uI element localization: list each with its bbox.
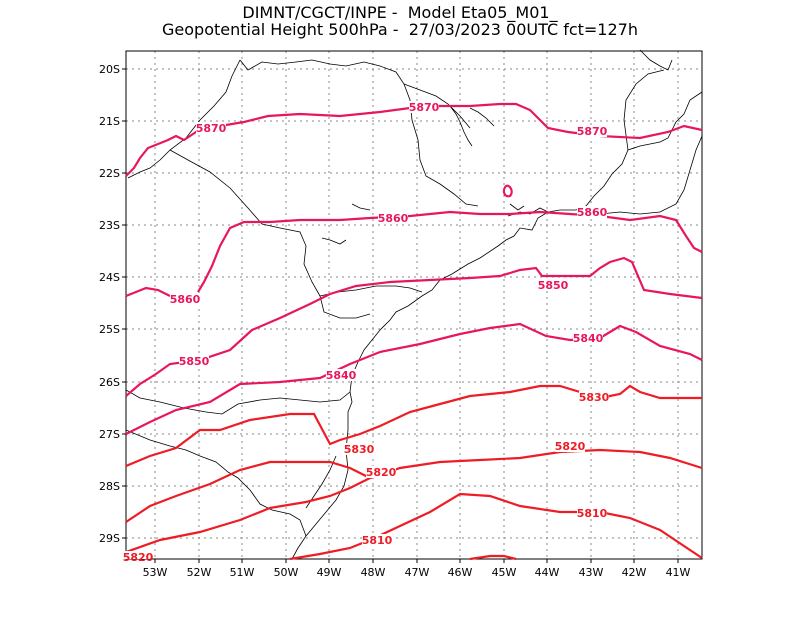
contour-label: 5870 bbox=[577, 125, 608, 138]
lat-label: 29S bbox=[99, 532, 120, 545]
lat-label: 21S bbox=[99, 115, 120, 128]
contour-labels: 5870 5870 5870 5860 5860 5860 5850 5850 … bbox=[123, 101, 610, 564]
map-title: DIMNT/CGCT/INPE - Model Eta05_M01_ Geopo… bbox=[0, 4, 800, 38]
contour-5870 bbox=[125, 102, 703, 177]
tick-marks bbox=[122, 68, 679, 563]
contour-label: 5870 bbox=[196, 122, 227, 135]
contour-label: 5850 bbox=[179, 355, 210, 368]
contour-label: 5820 bbox=[366, 466, 397, 479]
lon-label: 53W bbox=[143, 566, 168, 579]
lon-label: 46W bbox=[448, 566, 473, 579]
contour-5840 bbox=[125, 322, 703, 435]
contour-label: 5860 bbox=[378, 212, 409, 225]
lat-label: 22S bbox=[99, 167, 120, 180]
lat-label: 26S bbox=[99, 376, 120, 389]
contour-5860-west bbox=[125, 286, 171, 298]
lat-label: 28S bbox=[99, 480, 120, 493]
title-line-1: DIMNT/CGCT/INPE - Model Eta05_M01_ bbox=[242, 3, 558, 22]
lat-lon-grid bbox=[126, 51, 702, 559]
contour-label: 5810 bbox=[577, 507, 608, 520]
map-frame bbox=[125, 50, 703, 560]
contour-5850 bbox=[125, 256, 703, 397]
contour-5810 bbox=[289, 492, 703, 561]
contour-label: 5840 bbox=[326, 369, 357, 382]
lon-label: 45W bbox=[492, 566, 517, 579]
longitude-labels: 53W 52W 51W 50W 49W 48W 47W 46W 45W 44W … bbox=[143, 566, 691, 579]
contour-label: 5830 bbox=[344, 443, 375, 456]
contour-lines bbox=[125, 102, 703, 561]
lat-label: 24S bbox=[99, 271, 120, 284]
title-line-2: Geopotential Height 500hPa - 27/03/2023 … bbox=[162, 20, 638, 39]
lon-label: 50W bbox=[274, 566, 299, 579]
lat-label: 27S bbox=[99, 428, 120, 441]
lat-label: 23S bbox=[99, 219, 120, 232]
lon-label: 47W bbox=[405, 566, 430, 579]
contour-label: 5820 bbox=[123, 551, 154, 564]
contour-5870-loop bbox=[502, 184, 513, 198]
contour-label: 5810 bbox=[362, 534, 393, 547]
lon-label: 51W bbox=[230, 566, 255, 579]
contour-label: 5820 bbox=[555, 440, 586, 453]
lon-label: 48W bbox=[361, 566, 386, 579]
contour-5800-fragment bbox=[469, 554, 517, 561]
contour-5830 bbox=[125, 384, 702, 468]
lon-label: 43W bbox=[579, 566, 604, 579]
contour-label: 5870 bbox=[409, 101, 440, 114]
contour-5860 bbox=[197, 210, 703, 293]
lat-label: 20S bbox=[99, 63, 120, 76]
latitude-labels: 20S 21S 22S 23S 24S 25S 26S 27S 28S 29S bbox=[99, 63, 120, 545]
lon-label: 41W bbox=[666, 566, 691, 579]
contour-5820-south bbox=[125, 477, 371, 554]
lon-label: 44W bbox=[535, 566, 560, 579]
coastline-and-borders bbox=[125, 49, 703, 560]
lon-label: 42W bbox=[622, 566, 647, 579]
lat-label: 25S bbox=[99, 323, 120, 336]
contour-label: 5850 bbox=[538, 279, 569, 292]
contour-label: 5860 bbox=[577, 206, 608, 219]
lon-label: 49W bbox=[317, 566, 342, 579]
contour-label: 5860 bbox=[170, 293, 201, 306]
lon-label: 52W bbox=[187, 566, 212, 579]
contour-label: 5840 bbox=[573, 332, 604, 345]
contour-label: 5830 bbox=[579, 391, 610, 404]
